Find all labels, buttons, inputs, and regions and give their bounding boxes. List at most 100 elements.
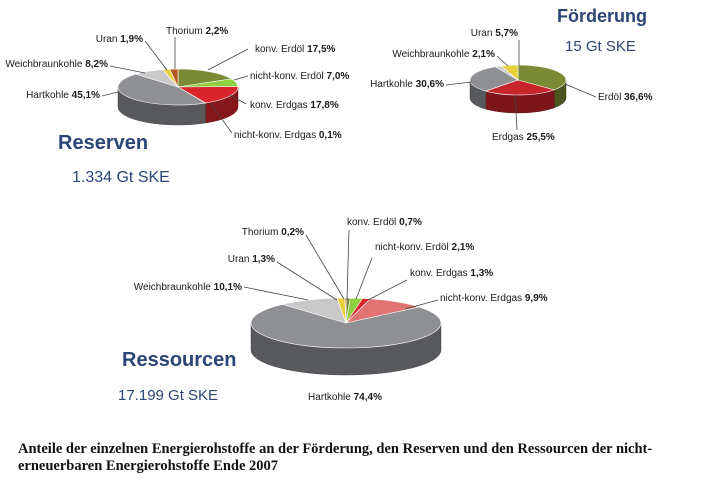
leader-line-erdgas [514,94,518,131]
slice-name: Weichbraunkohle [5,59,85,70]
pie-chart-foerderung: Erdöl 36,6% Erdgas 25,5% Hartkohle 30,6% We… [370,6,653,143]
pie-slice-thorium [169,68,179,88]
slice-value: 25,5% [526,132,554,143]
slice-value: 17,5% [307,44,335,55]
leader-line-nicht-konv-erdgas [404,299,439,310]
slice-label-nicht-konv-erdgas: nicht-konv. Erdgas 9,9% [440,293,548,304]
slice-label-hartkohle: Hartkohle 74,4% [308,392,382,403]
slice-label-nicht-konv-erdgas: nicht-konv. Erdgas 0,1% [234,130,342,141]
slice-name: konv. Erdgas [410,268,470,279]
slice-value: 74,4% [354,392,382,403]
leader-line-hartkohle [101,91,119,97]
leader-line-uran [276,261,338,301]
slice-value: 36,6% [624,92,652,103]
leader-line-weichbraunkohle [496,55,509,67]
pie-slice-hartkohle [250,304,442,349]
slice-label-weichbraunkohle: Weichbraunkohle 2,1% [392,49,495,60]
leader-line-thorium [305,234,345,300]
slice-label-erdoel: Erdöl 36,6% [598,92,653,103]
slice-label-uran: Uran 1,3% [228,254,275,265]
slice-value: 7,0% [327,71,350,82]
slice-value: 2,1% [452,242,475,253]
slice-value: 30,6% [416,79,444,90]
chart-subtitle-foerderung: 15 Gt SKE [565,38,636,55]
leader-line-weichbraunkohle [109,65,146,74]
slice-value: 8,2% [85,59,108,70]
slice-label-uran: Uran 1,9% [96,34,143,45]
slice-value: 45,1% [72,90,100,101]
slice-label-thorium: Thorium 0,2% [242,227,304,238]
pie-slice-erdgas [484,79,556,96]
slice-value: 2,1% [472,49,495,60]
slice-label-uran: Uran 5,7% [471,28,518,39]
chart-subtitle-reserven: 1.334 Gt SKE [72,169,170,186]
slice-label-konv-erdgas: konv. Erdgas 17,8% [250,100,339,111]
slice-value: 1,9% [120,34,143,45]
pie-slice-hartkohle [117,73,207,106]
slice-name: Uran [228,254,252,265]
slice-name: konv. Erdgas [250,100,310,111]
pie-slice-konv-erdgas [176,86,239,104]
leader-line-konv-erdgas [367,279,408,301]
pie-chart-reserven: konv. Erdöl 17,5% nicht-konv. Erdöl 7,0% k… [5,26,349,186]
slice-value: 1,3% [252,254,275,265]
pie-slice-uran [500,64,519,81]
slice-value: 0,1% [319,130,342,141]
slice-name: nicht-konv. Erdöl [375,242,452,253]
chart-title-foerderung: Förderung [557,6,647,26]
slice-name: konv. Erdöl [347,217,399,228]
slice-name: Hartkohle [370,79,416,90]
slice-name: Weichbraunkohle [392,49,472,60]
chart-title-reserven: Reserven [58,132,148,154]
slice-name: nicht-konv. Erdgas [234,130,319,141]
slice-label-konv-erdgas: konv. Erdgas 1,3% [410,268,493,279]
leader-line-nicht-konv-erdgas [209,102,233,134]
slice-name: Erdgas [492,132,526,143]
slice-label-nicht-konv-erdoel: nicht-konv. Erdöl 2,1% [375,242,474,253]
slice-name: Erdöl [598,92,624,103]
slice-name: nicht-konv. Erdgas [440,293,525,304]
pie-chart-ressourcen: konv. Erdöl 0,7% nicht-konv. Erdöl 2,1% ko… [118,217,548,404]
slice-value: 0,2% [281,227,304,238]
figure-caption: Anteile der einzelnen Energierohstoffe a… [18,441,653,474]
slice-label-hartkohle: Hartkohle 45,1% [26,90,100,101]
slice-name: Hartkohle [26,90,72,101]
slice-label-weichbraunkohle: Weichbraunkohle 10,1% [134,282,242,293]
slice-label-weichbraunkohle: Weichbraunkohle 8,2% [5,59,108,70]
slice-name: nicht-konv. Erdöl [250,71,327,82]
slice-value: 5,7% [495,28,518,39]
slice-name: Thorium [166,26,205,37]
pie-slice-erdoel [517,64,567,91]
slice-value: 1,3% [470,268,493,279]
slice-value: 2,2% [205,26,228,37]
slice-name: Weichbraunkohle [134,282,214,293]
leader-line-konv-erdgas [229,94,247,105]
slice-name: Uran [96,34,120,45]
slice-value: 10,1% [214,282,242,293]
leader-line-konv-erdoel [346,229,350,301]
pie-slice-konv-erdoel [177,68,233,88]
leader-line-nicht-konv-erdoel [355,257,373,300]
slice-name: Hartkohle [308,392,354,403]
slice-label-hartkohle: Hartkohle 30,6% [370,79,444,90]
slice-label-thorium: Thorium 2,2% [166,26,228,37]
slice-value: 17,8% [310,100,338,111]
leader-line-nicht-konv-erdoel [233,75,249,81]
leader-line-hartkohle [445,81,473,86]
chart-title-ressourcen: Ressourcen [122,349,237,371]
slice-value: 0,7% [399,217,422,228]
leader-line-uran [144,40,168,71]
slice-label-nicht-konv-erdoel: nicht-konv. Erdöl 7,0% [250,71,349,82]
leader-line-erdoel [564,83,597,98]
leader-line-weichbraunkohle [243,286,309,301]
slice-label-erdgas: Erdgas 25,5% [492,132,555,143]
slice-name: Uran [471,28,495,39]
pie-slice-thorium [344,297,347,324]
pie-slice-hartkohle [469,66,519,92]
slice-label-konv-erdoel: konv. Erdöl 0,7% [347,217,422,228]
slice-label-konv-erdoel: konv. Erdöl 17,5% [255,44,336,55]
slice-name: Thorium [242,227,281,238]
slice-name: konv. Erdöl [255,44,307,55]
leader-line-konv-erdoel [207,48,249,71]
